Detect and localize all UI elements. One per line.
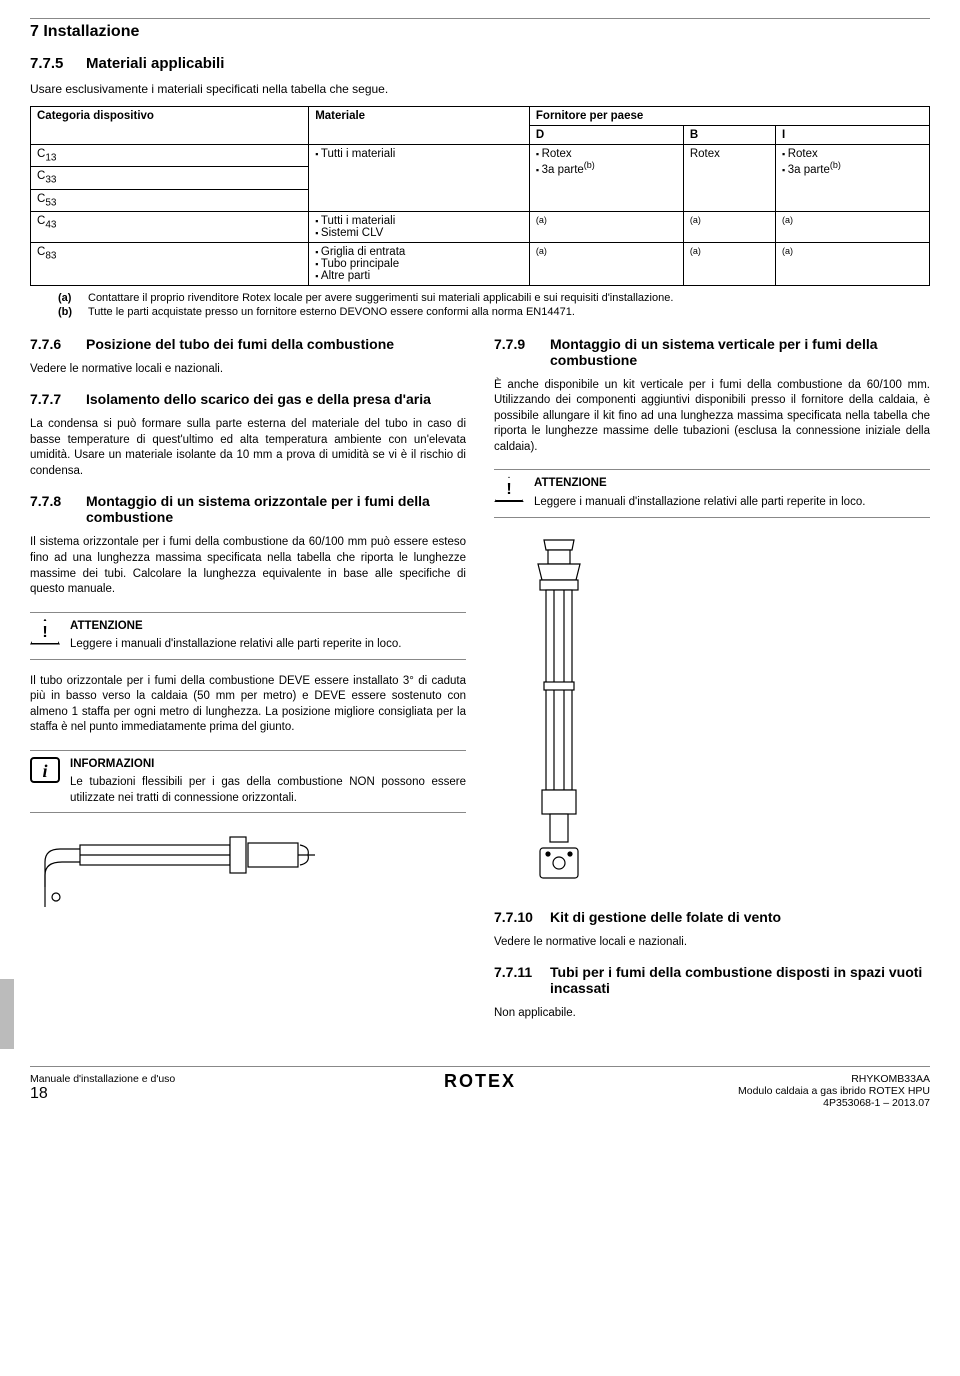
warning-icon: ! [494, 476, 524, 502]
horizontal-flue-diagram [30, 827, 466, 925]
cell: C33 [31, 167, 309, 189]
notice-title: INFORMAZIONI [70, 757, 466, 773]
body-text: Non applicabile. [494, 1006, 930, 1022]
body-text: Il sistema orizzontale per i fumi della … [30, 535, 466, 597]
th-b: B [683, 126, 775, 145]
page-side-tab [0, 979, 14, 1049]
th-materiale: Materiale [309, 107, 530, 145]
section-7-7-10-title: 7.7.10Kit di gestione delle folate di ve… [494, 909, 930, 925]
right-column: 7.7.9Montaggio di un sistema verticale p… [494, 336, 930, 1036]
footer-docref: 4P353068-1 – 2013.07 [738, 1097, 930, 1109]
cell: Rotex [683, 145, 775, 212]
cell: Griglia di entrata Tubo principale Altre… [309, 242, 530, 285]
cell: Rotex 3a parte(b) [776, 145, 930, 212]
th-categoria: Categoria dispositivo [31, 107, 309, 145]
cell: (a) [529, 211, 683, 242]
materials-table: Categoria dispositivo Materiale Fornitor… [30, 106, 930, 286]
notice-title: ATTENZIONE [534, 476, 930, 492]
sec-text: Materiali applicabili [86, 55, 224, 72]
brand-logo: ROTEX [444, 1071, 516, 1091]
cell: C83 [31, 242, 309, 285]
warning-icon: ! [30, 619, 60, 645]
page-footer: Manuale d'installazione e d'uso 18 ROTEX… [30, 1066, 930, 1109]
cell: C13 [31, 145, 309, 167]
cell: Tutti i materiali Sistemi CLV [309, 211, 530, 242]
attention-notice: ! ATTENZIONE Leggere i manuali d'install… [30, 612, 466, 660]
th-i: I [776, 126, 930, 145]
body-text: Vedere le normative locali e nazionali. [494, 935, 930, 951]
body-text: È anche disponibile un kit verticale per… [494, 378, 930, 456]
sec-num: 7.7.5 [30, 55, 86, 72]
body-text: La condensa si può formare sulla parte e… [30, 417, 466, 479]
attention-notice: ! ATTENZIONE Leggere i manuali d'install… [494, 469, 930, 517]
cell: Tutti i materiali [309, 145, 530, 212]
table-footnotes: (a)Contattare il proprio rivenditore Rot… [58, 292, 930, 318]
notice-body: Leggere i manuali d'installazione relati… [70, 638, 401, 650]
intro-text: Usare esclusivamente i materiali specifi… [30, 82, 930, 96]
section-7-7-8-title: 7.7.8Montaggio di un sistema orizzontale… [30, 493, 466, 525]
info-notice: INFORMAZIONI Le tubazioni flessibili per… [30, 750, 466, 814]
section-7-7-11-title: 7.7.11Tubi per i fumi della combustione … [494, 964, 930, 996]
cell: (a) [776, 242, 930, 285]
th-fornitore: Fornitore per paese [529, 107, 929, 126]
notice-body: Le tubazioni flessibili per i gas della … [70, 776, 466, 804]
body-text: Vedere le normative locali e nazionali. [30, 362, 466, 378]
section-7-7-9-title: 7.7.9Montaggio di un sistema verticale p… [494, 336, 930, 368]
cell: (a) [683, 211, 775, 242]
cell: (a) [529, 242, 683, 285]
section-7-7-5-title: 7.7.5Materiali applicabili [30, 55, 930, 72]
section-7-7-7-title: 7.7.7Isolamento dello scarico dei gas e … [30, 391, 466, 407]
th-d: D [529, 126, 683, 145]
body-text: Il tubo orizzontale per i fumi della com… [30, 674, 466, 736]
left-column: 7.7.6Posizione del tubo dei fumi della c… [30, 336, 466, 1036]
vertical-flue-diagram [494, 532, 930, 895]
cell: (a) [683, 242, 775, 285]
info-icon [30, 757, 60, 783]
running-head: 7 Installazione [30, 23, 930, 41]
cell: C43 [31, 211, 309, 242]
cell: C53 [31, 189, 309, 211]
notice-title: ATTENZIONE [70, 619, 466, 635]
cell: Rotex 3a parte(b) [529, 145, 683, 212]
cell: (a) [776, 211, 930, 242]
notice-body: Leggere i manuali d'installazione relati… [534, 496, 865, 508]
section-7-7-6-title: 7.7.6Posizione del tubo dei fumi della c… [30, 336, 466, 352]
